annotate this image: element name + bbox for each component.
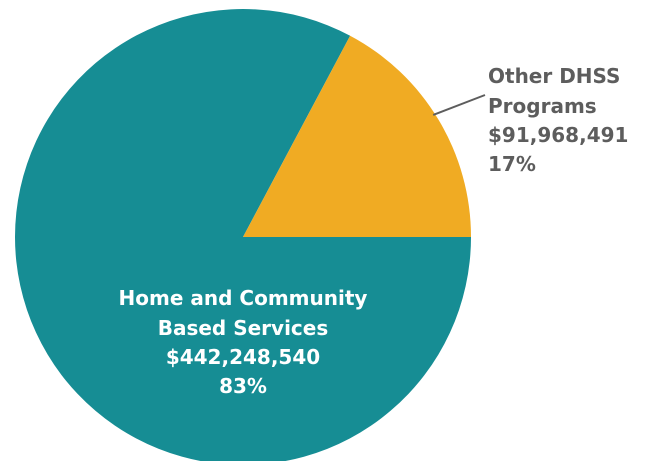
label-other-dhss-programs: Other DHSS Programs $91,968,491 17% [488, 64, 628, 176]
slice-percent: 17% [488, 152, 536, 176]
slice-home-and-community-based-services [15, 9, 471, 461]
slice-amount: $442,248,540 [166, 345, 320, 369]
slice-label-line: Based Services [158, 316, 329, 340]
slice-label-line: Other DHSS [488, 64, 620, 88]
leader-line-other-dhss [432, 94, 486, 116]
slice-other-dhss-programs [243, 35, 472, 238]
slice-amount: $91,968,491 [488, 123, 628, 147]
label-home-and-community-based-services: Home and Community Based Services $442,2… [119, 286, 368, 398]
slice-label-line: Home and Community [119, 286, 368, 310]
slice-label-line: Programs [488, 94, 597, 118]
pie-slices [15, 9, 472, 461]
slice-percent: 83% [219, 374, 267, 398]
